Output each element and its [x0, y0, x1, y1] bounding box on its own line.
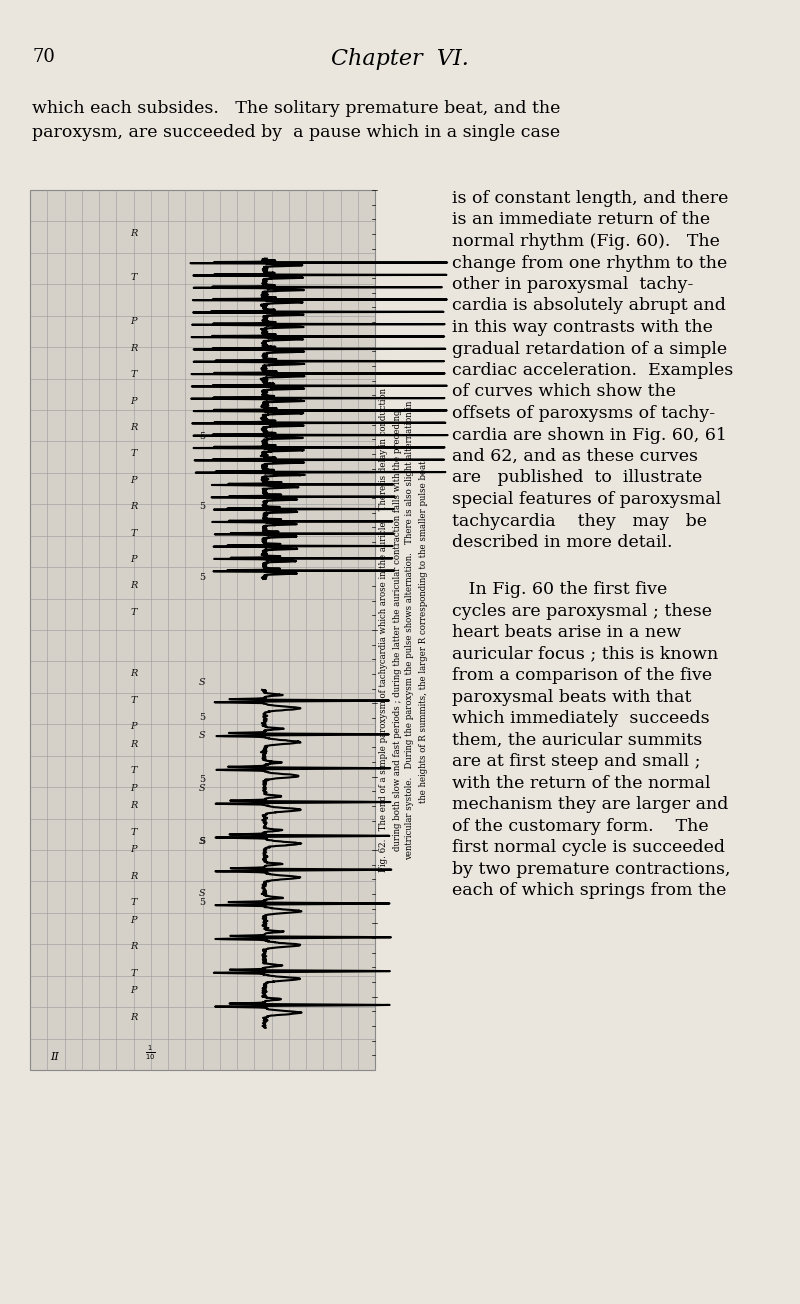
Text: 5: 5: [199, 837, 206, 846]
Text: P: P: [130, 915, 137, 925]
Text: 70: 70: [32, 48, 55, 67]
Text: during both slow and fast periods ; during the latter the auricular contraction : during both slow and fast periods ; duri…: [393, 409, 402, 850]
Text: S: S: [199, 678, 206, 687]
Text: by two premature contractions,: by two premature contractions,: [452, 861, 730, 878]
Text: cycles are paroxysmal ; these: cycles are paroxysmal ; these: [452, 602, 712, 619]
Text: and 62, and as these curves: and 62, and as these curves: [452, 449, 698, 466]
Text: T: T: [130, 370, 137, 379]
Text: P: P: [130, 845, 137, 854]
Text: P: P: [130, 784, 137, 793]
Text: Chapter  VI.: Chapter VI.: [331, 48, 469, 70]
Bar: [30, 190, 375, 1071]
Text: T: T: [130, 898, 137, 908]
Text: offsets of paroxysms of tachy-: offsets of paroxysms of tachy-: [452, 406, 715, 422]
Text: R: R: [130, 669, 137, 678]
Text: R: R: [130, 872, 137, 882]
Text: gradual retardation of a simple: gradual retardation of a simple: [452, 340, 727, 357]
Text: described in more detail.: described in more detail.: [452, 535, 673, 552]
Text: S: S: [199, 784, 206, 793]
Text: T: T: [130, 696, 137, 705]
Text: Fig. 62.   The end of a simple paroxysm of tachycardia which arose in the auricl: Fig. 62. The end of a simple paroxysm of…: [379, 389, 389, 872]
Text: cardia are shown in Fig. 60, 61: cardia are shown in Fig. 60, 61: [452, 426, 727, 443]
Text: T: T: [130, 969, 137, 978]
Text: of curves which show the: of curves which show the: [452, 383, 676, 400]
Text: cardiac acceleration.  Examples: cardiac acceleration. Examples: [452, 363, 734, 379]
Text: 5: 5: [199, 432, 206, 441]
Text: is of constant length, and there: is of constant length, and there: [452, 190, 728, 207]
Text: with the return of the normal: with the return of the normal: [452, 775, 710, 792]
Text: R: R: [130, 802, 137, 811]
Text: R: R: [130, 1013, 137, 1022]
Text: T: T: [130, 608, 137, 617]
Text: R: R: [130, 739, 137, 748]
Text: R: R: [130, 502, 137, 511]
Text: of the customary form.    The: of the customary form. The: [452, 818, 709, 835]
Text: other in paroxysmal  tachy-: other in paroxysmal tachy-: [452, 276, 694, 293]
Text: In Fig. 60 the first five: In Fig. 60 the first five: [452, 582, 667, 599]
Text: 5: 5: [199, 572, 206, 582]
Text: R: R: [130, 230, 137, 239]
Text: S: S: [199, 732, 206, 741]
Text: P: P: [130, 556, 137, 565]
Text: cardia is absolutely abrupt and: cardia is absolutely abrupt and: [452, 297, 726, 314]
Text: T: T: [130, 767, 137, 776]
Text: paroxysmal beats with that: paroxysmal beats with that: [452, 689, 691, 705]
Text: auricular focus ; this is known: auricular focus ; this is known: [452, 645, 718, 662]
Text: in this way contrasts with the: in this way contrasts with the: [452, 319, 713, 336]
Text: which each subsides.   The solitary premature beat, and the: which each subsides. The solitary premat…: [32, 100, 560, 117]
Text: them, the auricular summits: them, the auricular summits: [452, 732, 702, 748]
Text: 5: 5: [199, 898, 206, 908]
Text: from a comparison of the five: from a comparison of the five: [452, 668, 712, 685]
Text: P: P: [130, 986, 137, 995]
Text: normal rhythm (Fig. 60).   The: normal rhythm (Fig. 60). The: [452, 233, 720, 250]
Text: heart beats arise in a new: heart beats arise in a new: [452, 625, 682, 642]
Text: first normal cycle is succeeded: first normal cycle is succeeded: [452, 840, 725, 857]
Text: special features of paroxysmal: special features of paroxysmal: [452, 492, 721, 509]
Text: 5: 5: [199, 775, 206, 784]
Text: mechanism they are larger and: mechanism they are larger and: [452, 797, 728, 814]
Text: ventricular systole.   During the paroxysm the pulse shows alternation.   There : ventricular systole. During the paroxysm…: [406, 400, 414, 859]
Text: S: S: [199, 837, 206, 846]
Text: are at first steep and small ;: are at first steep and small ;: [452, 754, 701, 771]
Text: each of which springs from the: each of which springs from the: [452, 883, 726, 900]
Text: which immediately  succeeds: which immediately succeeds: [452, 711, 710, 728]
Text: $\frac{1}{10}$: $\frac{1}{10}$: [146, 1043, 156, 1061]
Text: paroxysm, are succeeded by  a pause which in a single case: paroxysm, are succeeded by a pause which…: [32, 124, 560, 141]
Text: S: S: [199, 889, 206, 898]
Text: R: R: [130, 582, 137, 591]
Text: change from one rhythm to the: change from one rhythm to the: [452, 254, 727, 271]
Text: T: T: [130, 828, 137, 837]
Text: T: T: [130, 274, 137, 283]
Text: 5: 5: [199, 713, 206, 722]
Text: P: P: [130, 317, 137, 326]
Text: R: R: [130, 943, 137, 952]
Text: P: P: [130, 396, 137, 406]
Text: R: R: [130, 422, 137, 432]
Text: tachycardia    they   may   be: tachycardia they may be: [452, 512, 707, 529]
Text: 5: 5: [199, 502, 206, 511]
Text: the heights of R summits, the larger R corresponding to the smaller pulse beat.: the heights of R summits, the larger R c…: [418, 458, 427, 803]
Text: R: R: [130, 344, 137, 353]
Text: are   published  to  illustrate: are published to illustrate: [452, 469, 702, 486]
Text: T: T: [130, 528, 137, 537]
Text: P: P: [130, 722, 137, 732]
Text: P: P: [130, 476, 137, 485]
Text: II: II: [50, 1052, 58, 1061]
Text: is an immediate return of the: is an immediate return of the: [452, 211, 710, 228]
Text: T: T: [130, 450, 137, 459]
